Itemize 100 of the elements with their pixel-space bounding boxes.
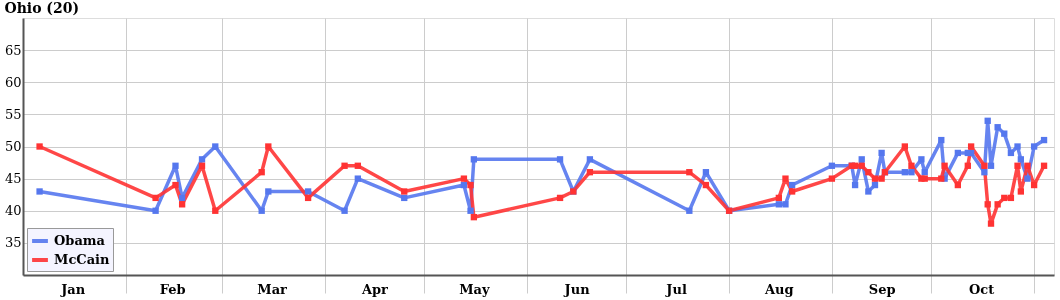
point bbox=[265, 143, 272, 150]
point bbox=[1007, 194, 1015, 202]
point bbox=[686, 207, 693, 214]
x-tick-label: Feb bbox=[159, 281, 186, 297]
point bbox=[921, 169, 928, 176]
y-tick-label: 35 bbox=[4, 235, 22, 251]
point bbox=[178, 194, 186, 202]
point bbox=[1007, 149, 1015, 157]
y-tick-label: 60 bbox=[4, 74, 22, 90]
point bbox=[258, 207, 265, 214]
point bbox=[775, 194, 783, 202]
point bbox=[1014, 143, 1021, 150]
point bbox=[984, 117, 991, 124]
x-tick-label: Jan bbox=[60, 281, 86, 297]
point bbox=[1001, 194, 1008, 202]
y-tick-label: 45 bbox=[4, 171, 22, 187]
point bbox=[878, 175, 885, 182]
point bbox=[1017, 188, 1025, 195]
point bbox=[354, 162, 361, 169]
point bbox=[981, 169, 988, 176]
point bbox=[172, 162, 179, 169]
y-tick-label: 65 bbox=[4, 42, 22, 58]
point bbox=[556, 156, 564, 163]
point bbox=[212, 207, 219, 214]
point bbox=[775, 201, 783, 208]
point bbox=[1017, 156, 1025, 163]
point bbox=[172, 181, 179, 189]
point bbox=[1024, 162, 1031, 169]
point bbox=[460, 175, 468, 182]
point bbox=[1030, 181, 1038, 189]
point bbox=[871, 175, 879, 182]
point bbox=[198, 162, 206, 169]
point bbox=[941, 162, 948, 169]
point bbox=[858, 162, 865, 169]
point bbox=[918, 156, 925, 163]
point bbox=[901, 169, 908, 176]
point bbox=[851, 181, 859, 189]
point bbox=[994, 201, 1001, 208]
point bbox=[556, 194, 564, 202]
point bbox=[788, 181, 796, 189]
point bbox=[265, 188, 272, 195]
point bbox=[36, 143, 43, 150]
point bbox=[954, 181, 962, 189]
point bbox=[865, 188, 872, 195]
y-tick-label: 40 bbox=[4, 203, 22, 219]
point bbox=[401, 188, 408, 195]
point bbox=[987, 162, 995, 169]
point bbox=[36, 188, 43, 195]
point bbox=[178, 201, 186, 208]
point bbox=[152, 207, 159, 214]
legend-label: McCain bbox=[54, 252, 111, 267]
x-tick-label: Apr bbox=[360, 281, 389, 297]
point bbox=[828, 162, 836, 169]
point bbox=[967, 149, 975, 157]
point bbox=[702, 169, 710, 176]
point bbox=[586, 169, 594, 176]
x-tick-label: May bbox=[459, 281, 490, 297]
x-tick-label: Jul bbox=[665, 281, 687, 297]
point bbox=[828, 175, 836, 182]
y-tick-label: 55 bbox=[4, 106, 22, 122]
point bbox=[1024, 175, 1031, 182]
point bbox=[981, 162, 988, 169]
point bbox=[460, 181, 468, 189]
point bbox=[341, 207, 348, 214]
point bbox=[851, 162, 859, 169]
point bbox=[782, 175, 789, 182]
point bbox=[470, 156, 478, 163]
point bbox=[258, 169, 265, 176]
point bbox=[152, 194, 159, 202]
point bbox=[401, 194, 408, 202]
point bbox=[686, 169, 693, 176]
x-tick-label: Aug bbox=[764, 281, 794, 297]
point bbox=[858, 156, 865, 163]
point bbox=[908, 162, 915, 169]
x-tick-label: Jun bbox=[563, 281, 591, 297]
point bbox=[994, 124, 1001, 131]
point bbox=[1040, 136, 1048, 144]
point bbox=[1001, 130, 1008, 137]
x-tick-label: Mar bbox=[257, 281, 288, 297]
point bbox=[470, 214, 478, 221]
point bbox=[354, 175, 361, 182]
point bbox=[967, 143, 975, 150]
point bbox=[467, 207, 474, 214]
point bbox=[871, 181, 879, 189]
point bbox=[987, 220, 995, 227]
point bbox=[304, 194, 312, 202]
point bbox=[1040, 162, 1048, 169]
x-tick-label: Oct bbox=[968, 281, 995, 297]
point bbox=[702, 181, 710, 189]
point bbox=[938, 136, 945, 144]
chart-title: Ohio (20) bbox=[4, 0, 80, 16]
point bbox=[984, 201, 991, 208]
point bbox=[964, 162, 971, 169]
x-tick-label: Sep bbox=[868, 281, 896, 297]
point bbox=[901, 143, 908, 150]
point bbox=[954, 149, 962, 157]
point bbox=[1030, 143, 1038, 150]
point bbox=[304, 188, 312, 195]
point bbox=[341, 162, 348, 169]
legend-label: Obama bbox=[54, 233, 106, 248]
